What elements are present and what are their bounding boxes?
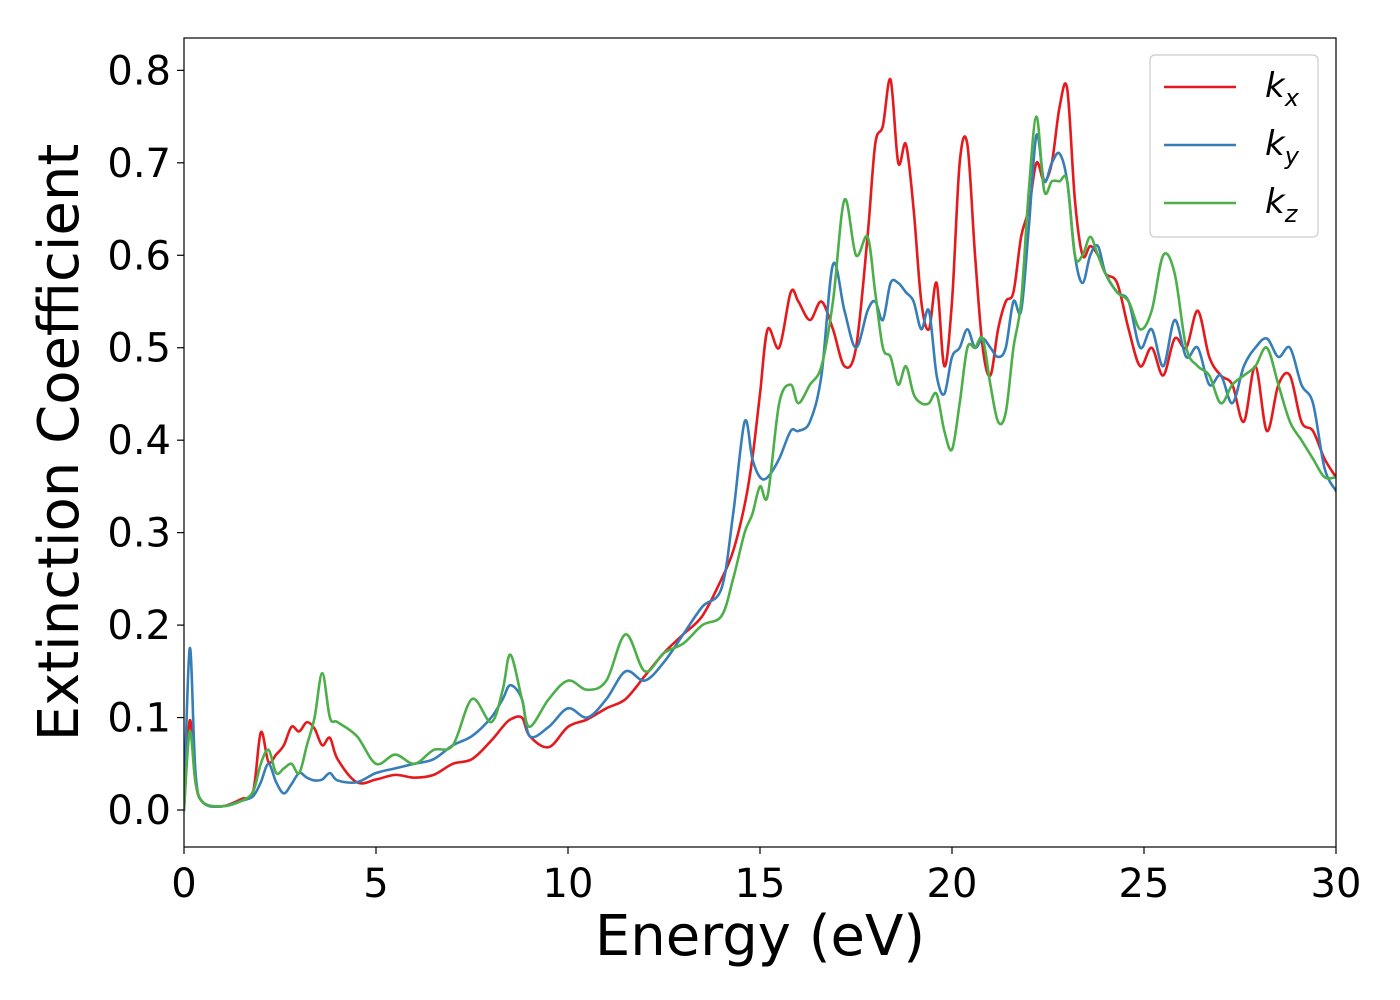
y-axis-label: Extinction Coefficient (27, 144, 92, 742)
y-tick-label: 0.7 (107, 141, 171, 187)
y-tick-label: 0.4 (107, 418, 171, 464)
legend-label-base: k (1265, 66, 1286, 106)
y-tick-label: 0.6 (107, 233, 171, 279)
legend-label-ky: ky (1265, 124, 1300, 170)
x-axis-label: Energy (eV) (595, 904, 925, 969)
legend-label-subscript: x (1284, 84, 1300, 112)
plot-area (184, 78, 1336, 812)
x-tick-label: 20 (927, 861, 978, 907)
series-line-kz (184, 115, 1336, 812)
y-tick-label: 0.0 (107, 788, 171, 834)
series-line-ky (184, 133, 1336, 812)
axes: 0 5 10 15 20 25 30 0.0 0.1 0.2 0.3 0.4 0.5 0.6 0.7 0.8 (107, 37, 1362, 907)
x-tick-label: 0 (171, 861, 196, 907)
x-tick-label: 30 (1311, 861, 1362, 907)
legend-label-kx: kx (1265, 66, 1300, 112)
legend-label-kz: kz (1265, 182, 1299, 228)
x-tick-label: 25 (1119, 861, 1170, 907)
legend-label-subscript: y (1284, 142, 1300, 170)
legend-label-base: k (1265, 182, 1286, 222)
legend-label-base: k (1265, 124, 1286, 164)
y-tick-label: 0.2 (107, 603, 171, 649)
legend-label-subscript: z (1284, 200, 1299, 228)
x-tick-label: 5 (363, 861, 388, 907)
x-tick-label: 15 (735, 861, 786, 907)
series-line-kx (184, 78, 1336, 812)
y-tick-label: 0.5 (107, 326, 171, 372)
x-tick-label: 10 (543, 861, 594, 907)
y-tick-label: 0.3 (107, 511, 171, 557)
y-tick-label: 0.1 (107, 696, 171, 742)
y-tick-label: 0.8 (107, 48, 171, 94)
